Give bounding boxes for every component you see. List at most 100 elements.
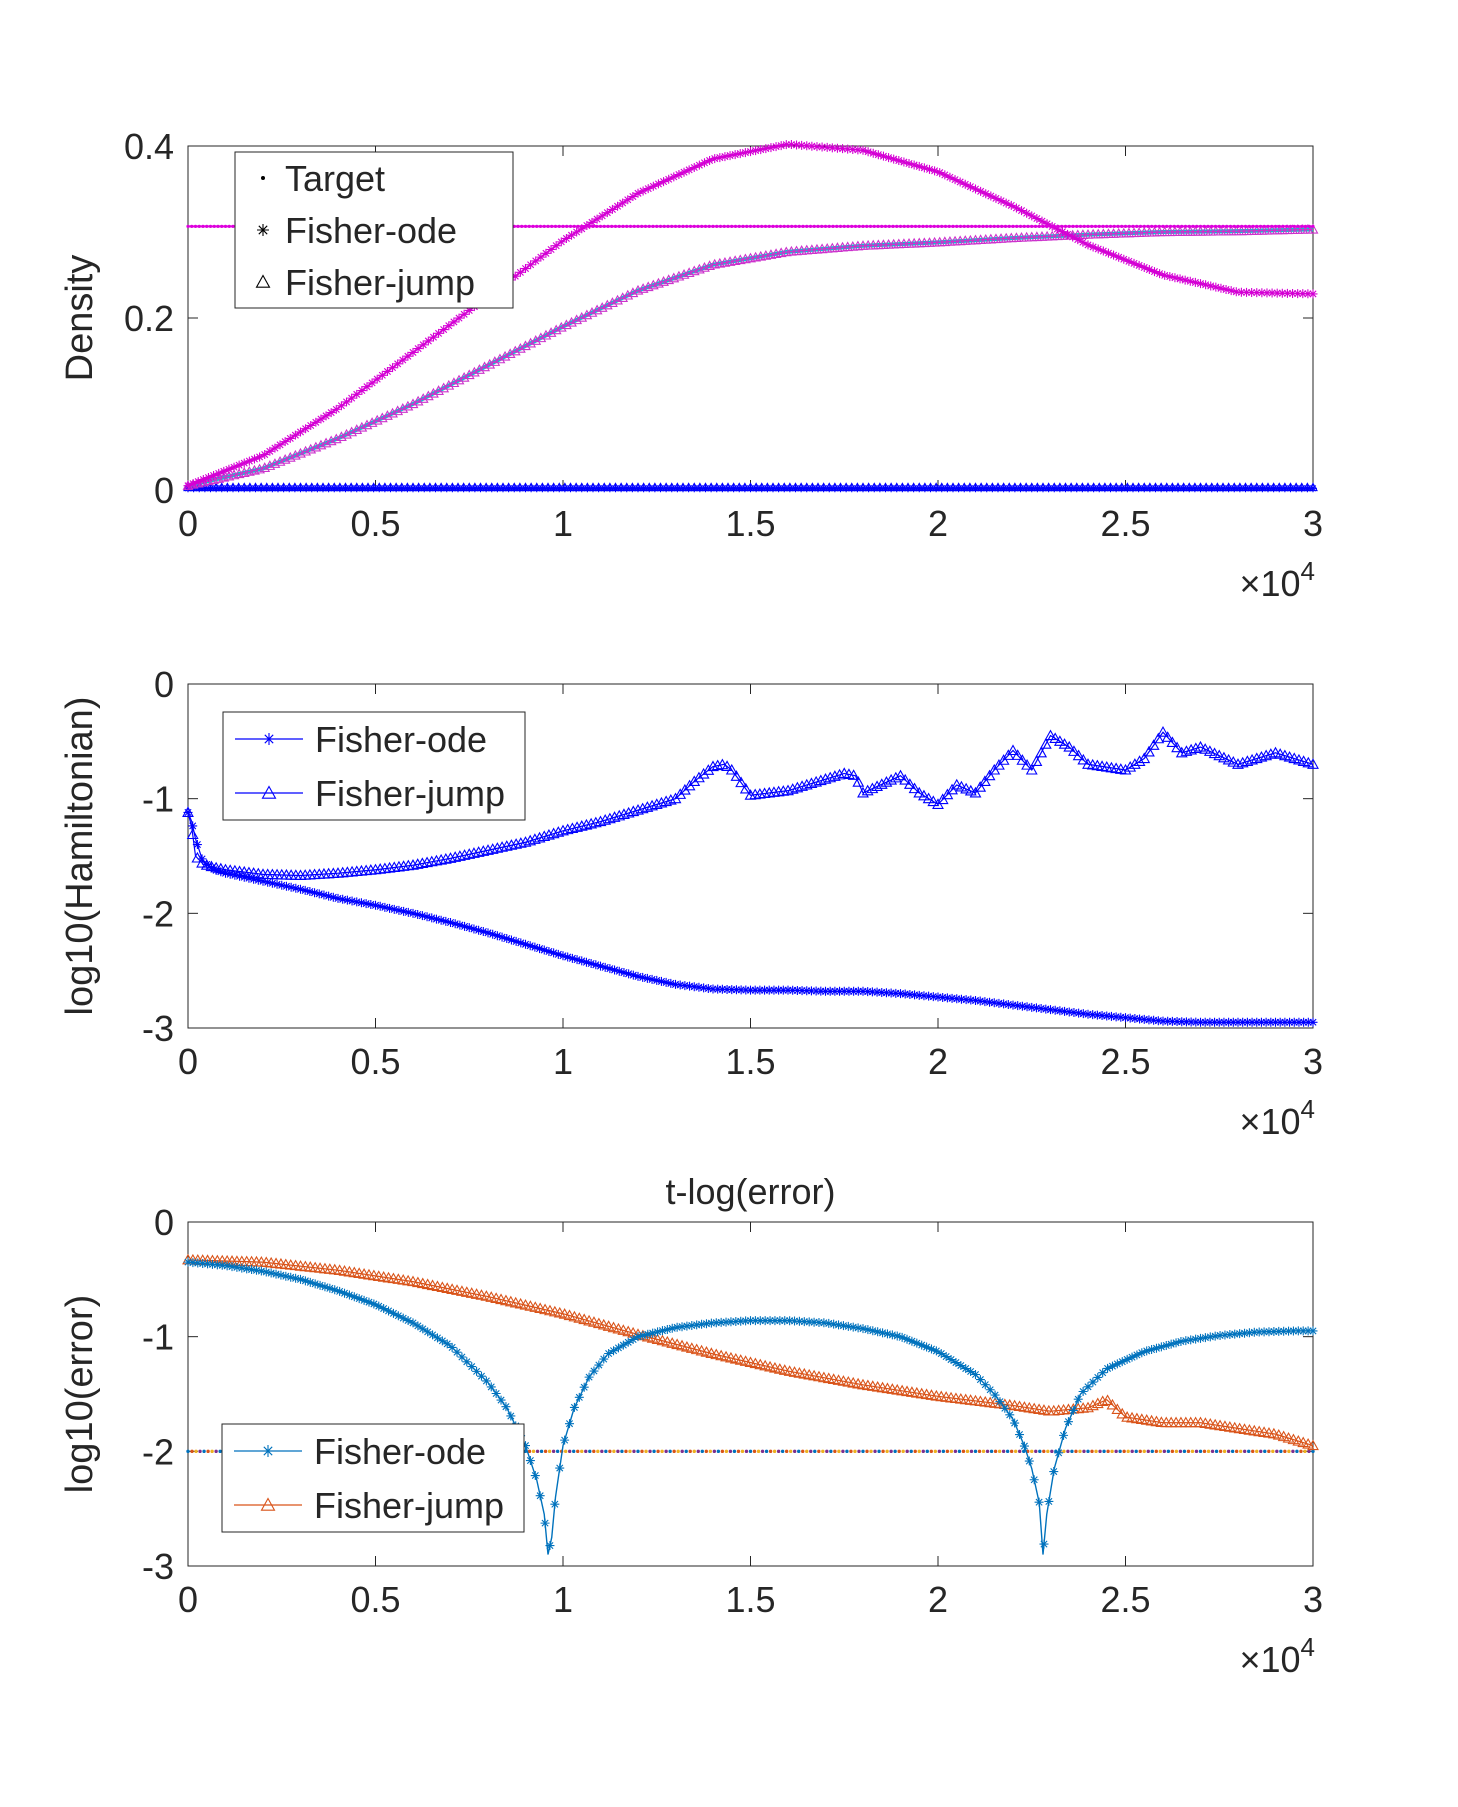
fisher-ode-low-marker bbox=[1072, 484, 1081, 493]
fisher-jump-marker bbox=[758, 787, 771, 799]
fisher-ode-marker bbox=[1231, 287, 1241, 297]
reference-dot bbox=[1190, 1449, 1195, 1454]
fisher-jump-marker bbox=[824, 771, 837, 783]
fisher-jump-marker bbox=[899, 773, 912, 785]
fisher-ode-marker bbox=[965, 182, 975, 192]
reference-dot bbox=[853, 1449, 857, 1454]
fisher-ode-marker bbox=[653, 1327, 663, 1337]
target-marker bbox=[628, 224, 633, 229]
target-marker bbox=[580, 224, 584, 229]
fisher-ode-marker bbox=[212, 1260, 222, 1270]
fisher-ode-marker bbox=[726, 1317, 736, 1327]
fisher-jump-marker bbox=[1035, 746, 1048, 758]
fisher-ode-marker bbox=[1083, 1009, 1093, 1019]
target-marker bbox=[1176, 224, 1180, 229]
fisher-ode-marker bbox=[618, 198, 628, 208]
fisher-ode-low-marker bbox=[577, 484, 586, 493]
fisher-ode-marker bbox=[980, 997, 990, 1007]
fisher-ode-low-marker bbox=[1067, 484, 1076, 493]
fisher-ode-marker bbox=[1032, 214, 1042, 224]
fisher-ode-marker bbox=[428, 332, 438, 342]
fisher-jump-marker bbox=[591, 304, 603, 315]
fisher-ode-marker bbox=[280, 437, 290, 447]
fisher-jump-marker bbox=[1218, 751, 1230, 763]
reference-dot bbox=[1034, 1449, 1038, 1454]
target-marker bbox=[223, 224, 228, 229]
fisher-ode-marker bbox=[188, 1258, 198, 1268]
fisher-ode-marker bbox=[1215, 1330, 1225, 1340]
fisher-ode-marker bbox=[941, 1352, 951, 1362]
fisher-ode-marker bbox=[822, 142, 832, 152]
fisher-ode-marker bbox=[1176, 1336, 1186, 1346]
fisher-jump-marker bbox=[499, 350, 511, 361]
fisher-jump-low-marker bbox=[678, 482, 688, 492]
fisher-jump-marker bbox=[1180, 745, 1193, 756]
fisher-ode-marker bbox=[910, 990, 920, 1000]
fisher-ode-marker bbox=[1144, 1015, 1154, 1025]
fisher-ode-marker bbox=[961, 995, 971, 1005]
reference-dot bbox=[612, 1449, 616, 1454]
plot-series bbox=[182, 1253, 1319, 1555]
reference-dot bbox=[732, 1449, 737, 1454]
fisher-jump-marker bbox=[964, 784, 977, 796]
fisher-jump-marker bbox=[606, 297, 618, 307]
fisher-jump-marker bbox=[484, 358, 496, 369]
fisher-ode-low-marker bbox=[1174, 484, 1182, 493]
target-marker bbox=[917, 224, 921, 229]
legend-triangle-icon bbox=[261, 785, 277, 799]
fisher-ode-marker bbox=[203, 1259, 213, 1269]
fisher-jump-low-marker bbox=[531, 482, 542, 492]
fisher-ode-marker bbox=[1293, 289, 1303, 299]
target-marker bbox=[651, 224, 655, 229]
legend-box bbox=[222, 711, 526, 821]
fisher-jump-marker bbox=[697, 767, 710, 779]
target-marker bbox=[542, 224, 546, 229]
fisher-ode-low-marker bbox=[662, 484, 671, 493]
fisher-jump-low-marker bbox=[509, 482, 520, 492]
target-marker bbox=[1116, 224, 1120, 229]
fisher-ode-marker bbox=[338, 894, 348, 904]
fisher-ode-marker bbox=[607, 204, 617, 214]
reference-dot bbox=[1230, 1449, 1235, 1454]
fisher-jump-marker bbox=[425, 855, 438, 867]
fisher-ode-marker bbox=[577, 224, 587, 234]
target-marker bbox=[1120, 224, 1124, 229]
reference-dot bbox=[1106, 1449, 1110, 1454]
fisher-jump-marker bbox=[1082, 1401, 1094, 1413]
fisher-ode-low-marker bbox=[1089, 484, 1098, 493]
fisher-jump-low-marker bbox=[683, 482, 694, 492]
fisher-jump-low-marker bbox=[340, 482, 351, 492]
reference-dot bbox=[1218, 1449, 1223, 1454]
fisher-ode-low-marker bbox=[1157, 484, 1166, 493]
reference-dot bbox=[1263, 1449, 1267, 1454]
fisher-jump-low-marker bbox=[447, 482, 458, 492]
fisher-jump-low-marker bbox=[334, 482, 345, 492]
fisher-ode-low-marker bbox=[780, 484, 789, 493]
target-marker bbox=[1251, 224, 1255, 229]
fisher-ode-marker bbox=[966, 1367, 976, 1377]
fisher-ode-marker bbox=[1205, 1017, 1215, 1027]
reference-dot bbox=[776, 1449, 781, 1454]
fisher-jump-line bbox=[187, 228, 1314, 487]
target-marker bbox=[1202, 224, 1206, 229]
fisher-ode-marker bbox=[277, 880, 287, 890]
reference-dot bbox=[833, 1449, 837, 1454]
fisher-ode-marker bbox=[219, 466, 229, 476]
fisher-ode-marker bbox=[633, 1332, 643, 1342]
fisher-ode-marker bbox=[722, 984, 732, 994]
legend-label: Fisher-jump bbox=[314, 1485, 504, 1526]
fisher-ode-marker bbox=[1017, 206, 1027, 216]
target-marker bbox=[745, 224, 749, 229]
fisher-ode-marker bbox=[258, 876, 268, 886]
fisher-ode-marker bbox=[697, 1319, 707, 1329]
reference-dot bbox=[1017, 1449, 1022, 1454]
fisher-ode-marker bbox=[1191, 1334, 1201, 1344]
fisher-ode-low-marker bbox=[549, 484, 558, 493]
fisher-ode-marker bbox=[1034, 1497, 1044, 1507]
fisher-ode-marker bbox=[1284, 1326, 1294, 1336]
fisher-ode-low-marker bbox=[954, 484, 963, 493]
fisher-ode-marker bbox=[1294, 1017, 1304, 1027]
fisher-jump-marker bbox=[575, 820, 588, 831]
fisher-jump-low-marker bbox=[295, 482, 306, 492]
target-marker bbox=[561, 224, 565, 229]
